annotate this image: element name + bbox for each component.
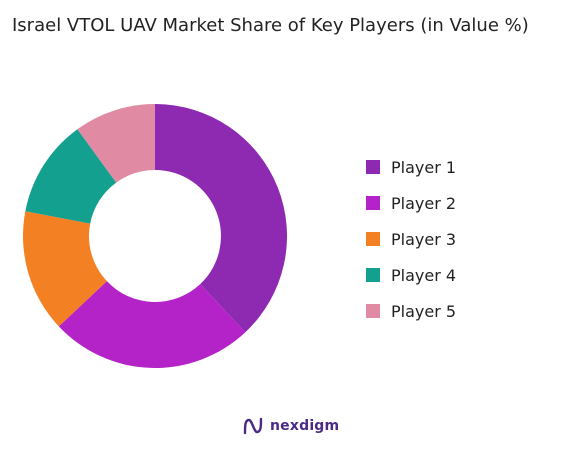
donut-slice-2	[58, 281, 246, 368]
legend-label: Player 5	[391, 301, 457, 321]
legend-label: Player 3	[391, 229, 457, 249]
nexdigm-logo: nexdigm	[241, 413, 339, 439]
legend-item-player-4: Player 4	[366, 257, 556, 293]
legend-item-player-1: Player 1	[366, 149, 556, 185]
nexdigm-logo-icon	[243, 417, 263, 435]
donut-slice-4	[25, 129, 117, 224]
legend-item-player-2: Player 2	[366, 185, 556, 221]
legend-item-player-5: Player 5	[366, 293, 556, 329]
donut-slice-5	[77, 104, 155, 183]
legend-swatch	[366, 196, 380, 210]
donut-slice-1	[155, 104, 287, 333]
legend-label: Player 4	[391, 265, 457, 285]
legend-label: Player 2	[391, 193, 457, 213]
legend-label: Player 1	[391, 157, 457, 177]
legend-item-player-3: Player 3	[366, 221, 556, 257]
legend-swatch	[366, 304, 380, 318]
donut-slices	[23, 104, 287, 368]
chart-title: Israel VTOL UAV Market Share of Key Play…	[12, 15, 529, 36]
legend-swatch	[366, 160, 380, 174]
chart-legend: Player 1 Player 2 Player 3 Player 4 Player 5	[366, 149, 556, 329]
legend-swatch	[366, 232, 380, 246]
logo-text: nexdigm	[270, 418, 340, 434]
legend-swatch	[366, 268, 380, 282]
donut-slice-3	[23, 211, 107, 327]
